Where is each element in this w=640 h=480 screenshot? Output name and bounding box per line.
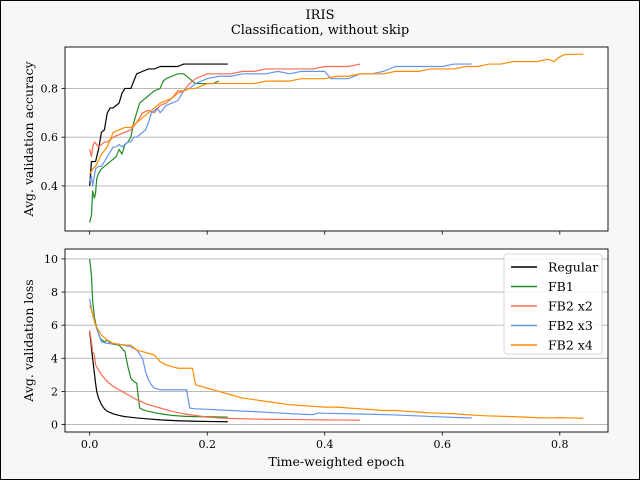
- legend-label-fb1: FB1: [548, 279, 574, 294]
- accuracy-ytick-label: 0.6: [41, 131, 59, 144]
- loss-xtick-label: 0.6: [434, 438, 452, 451]
- loss-ylabel: Avg. validation loss: [21, 279, 36, 402]
- accuracy-series-fb2-x4: [89, 53, 584, 175]
- loss-series-fb2-x2: [89, 330, 361, 421]
- legend-label-regular: Regular: [548, 260, 598, 275]
- accuracy-series-fb2-x2: [89, 63, 361, 158]
- loss-ytick-label: 2: [51, 385, 58, 398]
- loss-ytick-label: 10: [44, 253, 58, 266]
- legend-label-fb2-x2: FB2 x2: [548, 299, 593, 314]
- loss-axes-frame: [64, 248, 609, 433]
- loss-xtick-label: 0.0: [81, 438, 99, 451]
- accuracy-ytick-label: 0.4: [41, 180, 59, 193]
- loss-xtick-label: 0.8: [551, 438, 569, 451]
- loss-panel: 0 2 4 6 8 10 0.0 0.2 0.4 0.6 0.8 Avg. validation lo…: [21, 248, 609, 469]
- accuracy-panel: 0.4 0.6 0.8 Avg. validation accuracy: [21, 46, 609, 235]
- accuracy-axes-frame: [64, 46, 609, 232]
- legend-label-fb2-x3: FB2 x3: [548, 318, 593, 333]
- chart-title: IRIS: [306, 8, 335, 23]
- legend-label-fb2-x4: FB2 x4: [548, 338, 593, 353]
- chart-subtitle: Classification, without skip: [231, 23, 409, 38]
- loss-xtick-label: 0.4: [316, 438, 334, 451]
- legend: Regular FB1 FB2 x2 FB2 x3 FB2 x4: [503, 253, 603, 355]
- accuracy-ytick-label: 0.8: [41, 82, 59, 95]
- loss-ytick-label: 8: [51, 286, 58, 299]
- accuracy-ylabel: Avg. validation accuracy: [21, 61, 36, 218]
- accuracy-plot-area: [65, 47, 608, 231]
- legend-box: [503, 253, 603, 355]
- loss-series-fb2-x4: [89, 305, 584, 419]
- loss-xtick-label: 0.2: [198, 438, 216, 451]
- loss-xlabel: Time-weighted epoch: [268, 454, 404, 469]
- accuracy-series-regular: [89, 63, 228, 186]
- accuracy-series-fb1: [89, 73, 220, 223]
- loss-ytick-label: 0: [51, 419, 58, 432]
- loss-series-regular: [89, 331, 228, 423]
- loss-ytick-label: 4: [51, 352, 58, 365]
- loss-ytick-label: 6: [51, 319, 58, 332]
- loss-series-fb2-x3: [89, 298, 472, 419]
